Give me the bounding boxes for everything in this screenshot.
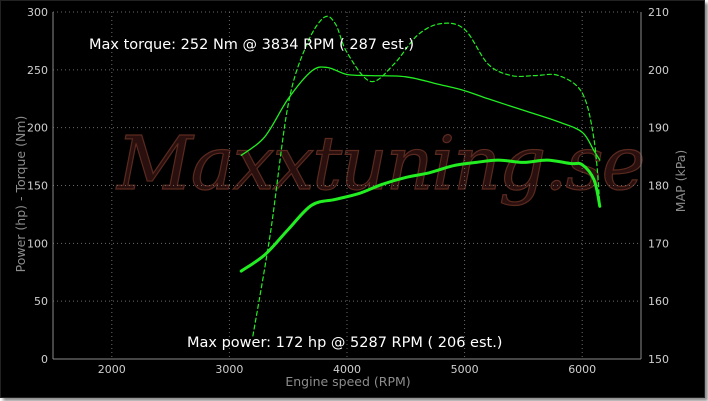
- max-torque-annotation: Max torque: 252 Nm @ 3834 RPM ( 287 est.…: [89, 37, 414, 53]
- y-tick-label-left: 300: [27, 6, 48, 19]
- series-line-map: [252, 15, 601, 337]
- y-tick-label-left: 250: [27, 64, 48, 77]
- x-tick-label: 6000: [568, 363, 596, 376]
- watermark-logo: Maxxtuning.se: [115, 121, 643, 207]
- x-tick-label: 2000: [98, 363, 126, 376]
- y-axis-right-label: MAP (kPa): [673, 150, 688, 212]
- y-tick-label-right: 200: [648, 64, 669, 77]
- y-tick-label-right: 170: [648, 237, 669, 250]
- y-tick-label-right: 180: [648, 180, 669, 193]
- x-axis-label: Engine speed (RPM): [285, 374, 410, 389]
- series-line-torque: [240, 66, 601, 161]
- y-tick-label-right: 210: [648, 6, 669, 19]
- y-tick-label-right: 160: [648, 295, 669, 308]
- y-tick-label-left: 0: [41, 353, 48, 366]
- y-tick-label-right: 190: [648, 122, 669, 135]
- y-tick-label-left: 200: [27, 122, 48, 135]
- y-tick-label-left: 100: [27, 237, 48, 250]
- y-tick-label-left: 50: [34, 295, 48, 308]
- x-tick-label: 4000: [333, 363, 361, 376]
- x-tick-label: 5000: [451, 363, 479, 376]
- x-tick-label: 3000: [215, 363, 243, 376]
- y-tick-label-left: 150: [27, 180, 48, 193]
- max-power-annotation: Max power: 172 hp @ 5287 RPM ( 206 est.): [187, 335, 502, 351]
- y-tick-label-right: 150: [648, 353, 669, 366]
- series-line-power: [239, 158, 602, 273]
- y-axis-left-label: Power (hp) - Torque (Nm): [13, 116, 28, 273]
